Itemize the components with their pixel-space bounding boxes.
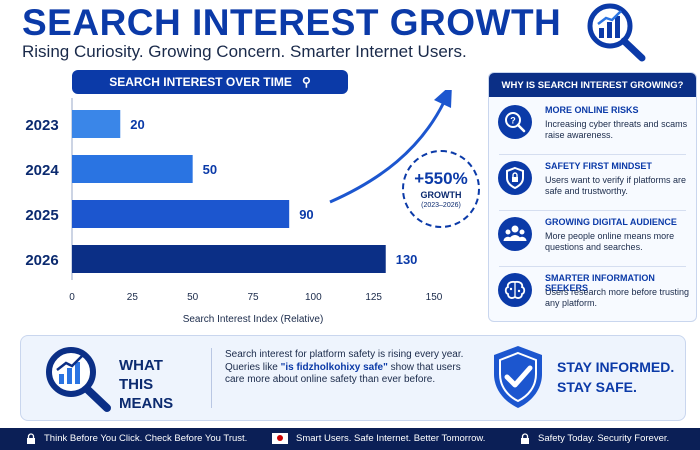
data-label: 90	[299, 207, 313, 222]
bar-2025	[72, 200, 290, 228]
divider	[211, 348, 212, 408]
x-tick-label: 125	[365, 292, 382, 303]
reason-safety-first: SAFETY FIRST MINDSET Users want to verif…	[489, 155, 696, 209]
stay-line2: STAY SAFE.	[557, 379, 637, 395]
data-label: 20	[130, 117, 144, 132]
x-tick-label: 0	[69, 292, 75, 303]
data-label: 130	[396, 252, 418, 267]
means-title-line1: WHAT	[119, 357, 163, 374]
footer-text: Think Before You Click. Check Before You…	[44, 433, 248, 444]
footer-text: Smart Users. Safe Internet. Better Tomor…	[296, 433, 486, 444]
growth-arrow-head	[434, 90, 452, 108]
divider	[499, 266, 686, 267]
footer-item: Smart Users. Safe Internet. Better Tomor…	[272, 433, 485, 444]
footer-item: Safety Today. Security Forever.	[520, 433, 669, 444]
x-tick-label: 100	[305, 292, 322, 303]
growth-percent: +550%	[414, 168, 468, 188]
divider	[499, 154, 686, 155]
means-text: Search interest for platform safety is r…	[225, 349, 475, 387]
page-subtitle: Rising Curiosity. Growing Concern. Smart…	[22, 42, 467, 61]
x-tick-label: 50	[187, 292, 199, 303]
brain-icon	[498, 273, 532, 307]
bar-2023	[72, 110, 121, 138]
category-label: 2023	[25, 117, 58, 134]
bar-2026	[72, 245, 386, 273]
chart-header: SEARCH INTEREST OVER TIME ⚲	[72, 70, 348, 94]
x-tick-label: 75	[247, 292, 259, 303]
shield-check-icon	[494, 346, 542, 408]
search-icon: ⚲	[301, 75, 311, 89]
panel-heading: WHY IS SEARCH INTEREST GROWING?	[489, 73, 696, 97]
means-title: WHAT THIS MEANS	[119, 356, 209, 413]
x-tick-label: 25	[127, 292, 139, 303]
stay-safe-text: STAY INFORMED. STAY SAFE.	[557, 357, 674, 397]
reason-desc: Increasing cyber threats and scams raise…	[545, 119, 688, 140]
x-axis-label: Search Interest Index (Relative)	[183, 314, 324, 325]
shield-lock-icon	[498, 161, 532, 195]
footer-bar: Think Before You Click. Check Before You…	[0, 428, 700, 450]
reason-desc: Users want to verify if platforms are sa…	[545, 175, 687, 196]
question-icon: ?	[498, 105, 532, 139]
means-query: "is fidzholkohixy safe"	[280, 361, 388, 373]
reason-title: MORE ONLINE RISKS	[545, 105, 639, 115]
reasons-panel: WHY IS SEARCH INTEREST GROWING? ? MORE O…	[488, 72, 697, 322]
flag-icon	[272, 433, 288, 444]
reason-online-risks: ? MORE ONLINE RISKS Increasing cyber thr…	[489, 99, 696, 153]
x-tick-label: 150	[426, 292, 443, 303]
reason-title: GROWING DIGITAL AUDIENCE	[545, 217, 677, 227]
category-label: 2025	[25, 207, 58, 224]
footer-text: Safety Today. Security Forever.	[538, 433, 670, 444]
reason-desc: More people online means more questions …	[545, 231, 675, 252]
growth-label: GROWTH	[420, 189, 462, 200]
svg-text:?: ?	[510, 116, 516, 126]
footer-item: Think Before You Click. Check Before You…	[26, 433, 247, 444]
reason-title: SAFETY FIRST MINDSET	[545, 161, 652, 171]
chart-header-label: SEARCH INTEREST OVER TIME	[109, 75, 292, 89]
magnifier-trend-icon	[46, 347, 111, 412]
category-label: 2026	[25, 252, 58, 269]
bar-chart: 2023 20 2024 50 2025 90 2026 130 0 25 50 75 100 125 15…	[25, 90, 452, 325]
divider	[499, 210, 686, 211]
growth-arrow	[329, 101, 446, 204]
bar-2024	[72, 155, 193, 183]
magnifier-chart-icon	[587, 3, 646, 62]
reason-digital-audience: GROWING DIGITAL AUDIENCE More people onl…	[489, 211, 696, 265]
means-text-after: show that users care more about online s…	[225, 361, 461, 386]
growth-badge: +550% GROWTH (2023–2026)	[402, 150, 480, 228]
what-this-means-section: WHAT THIS MEANS Search interest for plat…	[20, 335, 686, 421]
reason-smarter-seekers: SMARTER INFORMATION SEEKERS Users resear…	[489, 267, 696, 321]
growth-years: (2023–2026)	[421, 201, 461, 209]
category-label: 2024	[25, 162, 59, 179]
reason-desc: Users research more before trusting any …	[545, 287, 690, 308]
reason-title: SMARTER INFORMATION SEEKERS	[545, 273, 655, 293]
means-text-before: Search interest for platform safety is r…	[225, 349, 464, 373]
stay-line1: STAY INFORMED.	[557, 359, 675, 375]
people-icon	[498, 217, 532, 251]
means-title-line2: THIS MEANS	[119, 376, 174, 412]
lock-icon	[521, 433, 529, 444]
data-label: 50	[203, 162, 217, 177]
page-title: SEARCH INTEREST GROWTH	[22, 2, 562, 43]
lock-icon	[27, 433, 35, 444]
